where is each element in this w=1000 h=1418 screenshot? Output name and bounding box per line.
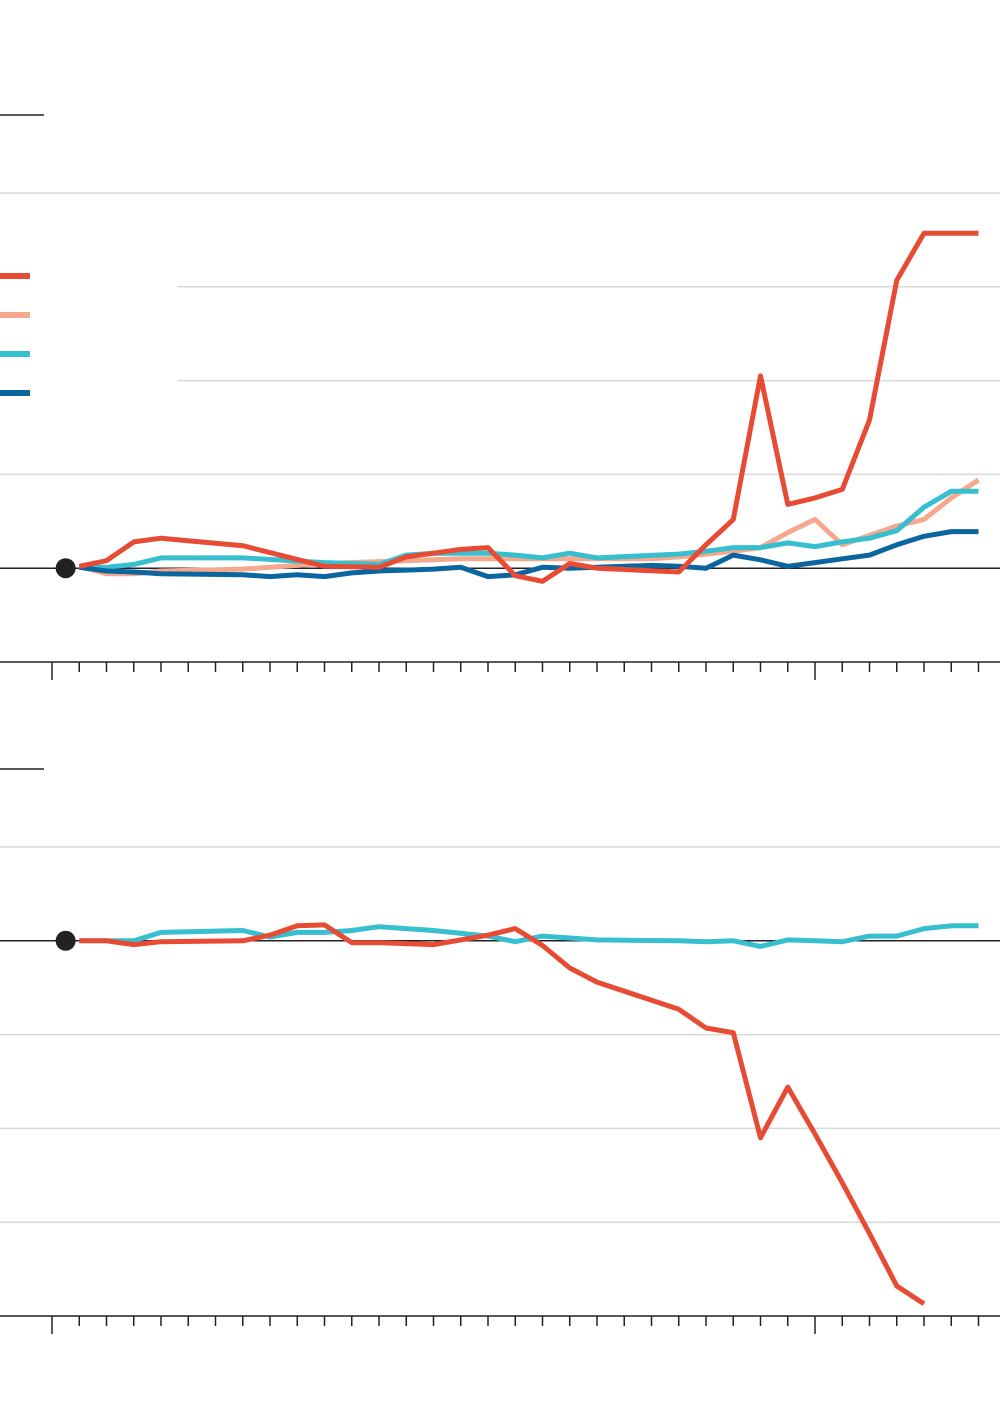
series-line-1-4 <box>78 230 979 584</box>
origin-marker-1 <box>55 558 76 579</box>
series-line-2-2 <box>79 922 926 1306</box>
series-line-1-2 <box>79 488 979 570</box>
series-line-1-3 <box>78 529 979 580</box>
origin-marker-2 <box>55 930 76 951</box>
